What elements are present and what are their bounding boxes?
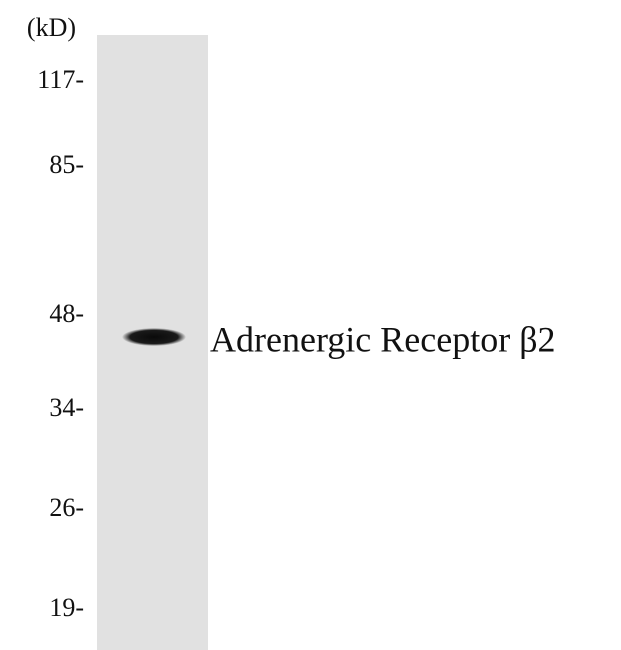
band-label: Adrenergic Receptor β2	[210, 319, 556, 359]
marker-label: 117-	[37, 65, 84, 94]
marker-label: 26-	[49, 493, 84, 522]
marker-label: 34-	[49, 393, 84, 422]
page: {"header": {"unit": "(kD)"}, "markers": …	[0, 0, 621, 650]
marker-ladder: 117- 85- 48- 34- 26- 19-	[37, 65, 84, 622]
blot-figure: (kD) Adrenergic Receptor β2 117- 85- 48- 34…	[0, 0, 621, 650]
marker-label: 19-	[49, 593, 84, 622]
protein-band	[122, 328, 186, 346]
marker-label: 85-	[49, 150, 84, 179]
marker-label: 48-	[49, 299, 84, 328]
unit-label: (kD)	[27, 13, 76, 42]
